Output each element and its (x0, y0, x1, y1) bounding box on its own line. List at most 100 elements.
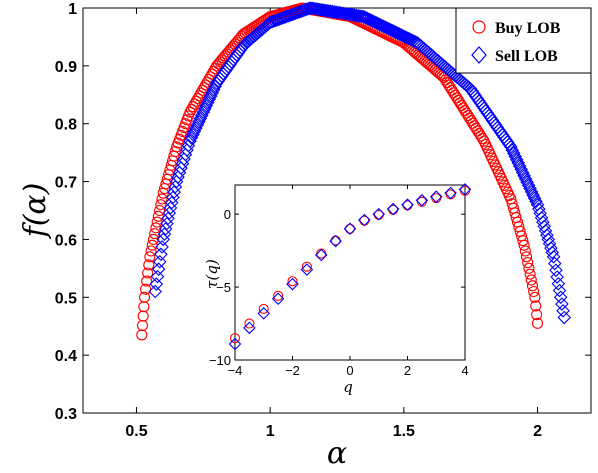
buy-lob-point (530, 300, 542, 312)
inset-buy-point (273, 290, 284, 301)
sell-lob-point (512, 159, 527, 173)
y-tick-label: 0.6 (55, 232, 77, 249)
buy-lob-point (520, 251, 533, 263)
buy-lob-point (140, 283, 152, 295)
inset-y-tick-label: −10 (209, 353, 231, 368)
x-tick-label: 0.5 (125, 423, 147, 440)
sell-lob-point (523, 181, 537, 196)
inset-buy-point (344, 223, 356, 234)
sell-lob-point (509, 152, 524, 167)
inset-sell-point (314, 248, 328, 262)
sell-lob-point (506, 146, 521, 161)
sell-lob-point (547, 256, 562, 271)
buy-lob-point (141, 275, 153, 287)
inset-buy-point (287, 276, 298, 287)
sell-lob-point (508, 149, 523, 164)
main-ticks: 0.5 1 1.5 2 0.3 0.4 0.5 0.6 0.7 0.8 0.9 1 (55, 1, 591, 440)
inset-plot: −4 −2 0 2 4 −10 −5 0 τ(q) q (203, 182, 475, 396)
legend: Buy LOB Sell LOB (455, 7, 592, 74)
buy-lob-point (528, 285, 540, 298)
inset-sell-point (329, 234, 342, 248)
sell-lob-point (518, 172, 533, 186)
inset-sell-point (358, 213, 371, 227)
inset-y-tick-label: 0 (224, 207, 231, 222)
inset-sell-lob-series (228, 183, 472, 351)
sell-lob-point (555, 297, 569, 311)
inset-x-tick-label: 4 (461, 363, 468, 378)
legend-buy-label: Buy LOB (495, 20, 561, 37)
buy-lob-point (189, 98, 201, 110)
inset-x-tick-label: −4 (228, 363, 243, 378)
legend-buy-marker (472, 20, 486, 34)
sell-lob-point (177, 152, 191, 166)
inset-sell-point (243, 321, 256, 335)
sell-lob-point (353, 9, 367, 23)
inset-buy-point (244, 318, 255, 329)
buy-lob-point (525, 274, 537, 286)
sell-lob-point (514, 162, 528, 177)
inset-sell-point (228, 337, 242, 351)
sell-lob-point (526, 188, 540, 202)
inset-sell-point (429, 190, 443, 203)
buy-lob-point (138, 301, 150, 313)
sell-lob-point (557, 310, 572, 325)
inset-sell-point (257, 307, 271, 320)
buy-lob-point (145, 245, 157, 257)
sell-lob-point (351, 9, 365, 23)
buy-lob-point (142, 267, 154, 279)
inset-y-axis-label: τ(q) (203, 259, 221, 289)
inset-x-tick-label: 2 (404, 363, 411, 378)
inset-sell-point (415, 194, 429, 207)
sell-lob-point (171, 170, 185, 184)
y-tick-label: 0.4 (55, 348, 77, 365)
buy-lob-point (143, 259, 155, 271)
inset-sell-point (372, 207, 386, 221)
inset-buy-point (301, 261, 312, 272)
sell-lob-point (511, 156, 525, 170)
sell-lob-point (546, 250, 561, 264)
legend-sell-label: Sell LOB (495, 48, 558, 65)
buy-lob-point (190, 95, 202, 107)
sell-lob-point (180, 143, 194, 157)
sell-lob-point (174, 161, 188, 175)
sell-lob-point (550, 270, 564, 284)
buy-lob-point (138, 291, 151, 303)
sell-lob-point (151, 262, 166, 276)
buy-lob-point (152, 210, 164, 222)
buy-lob-point (144, 251, 156, 263)
y-tick-label: 0.3 (55, 406, 77, 423)
buy-lob-point (136, 319, 149, 332)
sell-lob-point (155, 240, 169, 254)
buy-lob-point (156, 193, 168, 205)
buy-lob-point (529, 291, 541, 303)
buy-lob-point (155, 199, 167, 211)
x-tick-label: 1.5 (393, 423, 415, 440)
sell-lob-point (172, 165, 187, 180)
inset-sell-point (458, 183, 472, 196)
y-tick-label: 1 (68, 1, 77, 18)
buy-lob-point (192, 92, 204, 105)
buy-lob-point (187, 101, 199, 113)
buy-lob-point (476, 132, 489, 145)
sell-lob-point (175, 156, 190, 171)
inset-sell-point (343, 222, 357, 236)
buy-lob-point (517, 235, 529, 247)
y-tick-label: 0.5 (55, 290, 77, 307)
sell-lob-point (505, 143, 520, 157)
sell-lob-point (408, 35, 423, 49)
buy-lob-point (136, 329, 148, 341)
main-plot: 0.5 1 1.5 2 0.3 0.4 0.5 0.6 0.7 0.8 0.9 1 (55, 1, 592, 440)
sell-lob-point (169, 174, 184, 189)
inset-ticks: −4 −2 0 2 4 −10 −5 0 (209, 185, 469, 378)
sell-lob-point (515, 165, 530, 180)
sell-lob-point (551, 277, 566, 291)
inset-sell-point (300, 263, 314, 276)
inset-x-tick-label: −2 (285, 363, 300, 378)
sell-lob-point (521, 178, 536, 193)
inset-x-axis-label: q (343, 378, 353, 396)
buy-lob-point (522, 257, 534, 269)
buy-lob-point (147, 233, 160, 245)
inset-buy-point (229, 333, 241, 344)
buy-lob-point (154, 204, 166, 217)
